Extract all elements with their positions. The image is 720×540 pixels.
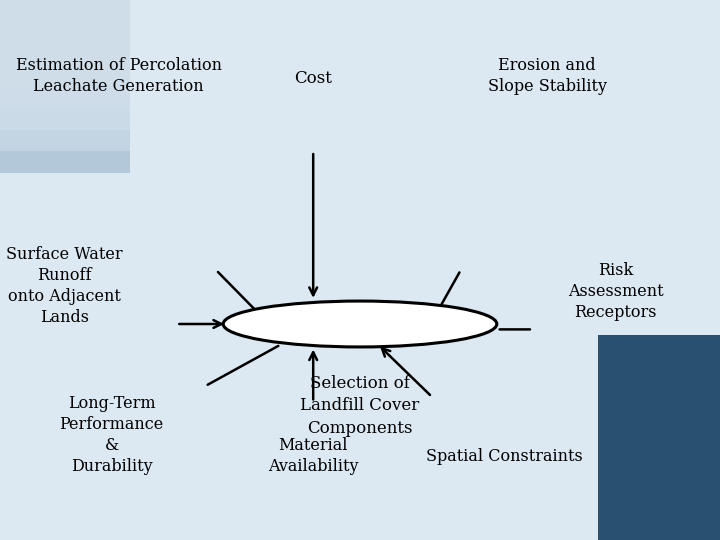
FancyBboxPatch shape <box>0 0 238 108</box>
FancyBboxPatch shape <box>0 0 130 173</box>
Text: Selection of
Landfill Cover
Components: Selection of Landfill Cover Components <box>300 375 420 437</box>
Text: Spatial Constraints: Spatial Constraints <box>426 448 582 465</box>
Text: Cost: Cost <box>294 70 332 87</box>
Text: Risk
Assessment
Receptors: Risk Assessment Receptors <box>568 262 663 321</box>
Ellipse shape <box>223 301 497 347</box>
FancyBboxPatch shape <box>0 0 166 151</box>
FancyBboxPatch shape <box>0 0 274 86</box>
FancyBboxPatch shape <box>0 0 130 173</box>
FancyBboxPatch shape <box>0 0 202 130</box>
Text: Surface Water
Runoff
onto Adjacent
Lands: Surface Water Runoff onto Adjacent Lands <box>6 246 123 326</box>
Text: Erosion and
Slope Stability: Erosion and Slope Stability <box>487 57 607 94</box>
FancyBboxPatch shape <box>598 335 720 540</box>
Text: Long-Term
Performance
&
Durability: Long-Term Performance & Durability <box>60 395 163 475</box>
Text: Material
Availability: Material Availability <box>268 437 359 475</box>
Text: Estimation of Percolation
Leachate Generation: Estimation of Percolation Leachate Gener… <box>16 57 222 94</box>
